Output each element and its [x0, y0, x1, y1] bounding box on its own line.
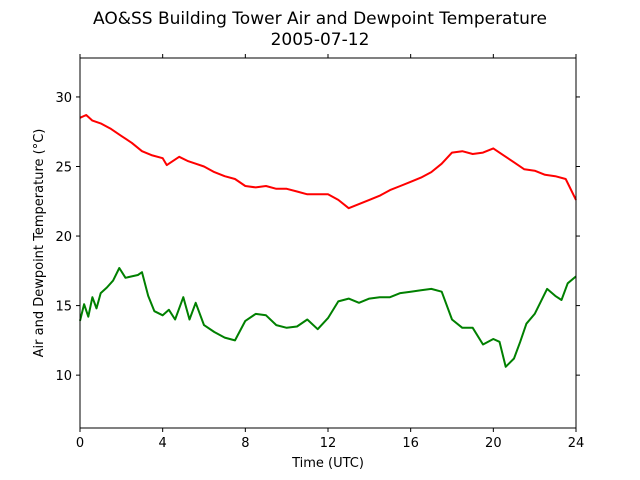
y-axis-label: Air and Dewpoint Temperature (°C) [32, 129, 47, 358]
y-tick-label: 15 [55, 300, 72, 315]
plot-area [79, 114, 577, 368]
dewpoint-temperature-line [79, 267, 577, 368]
x-axis-ticks: 0 4 8 12 16 20 24 [76, 54, 584, 451]
y-tick-label: 10 [55, 369, 72, 384]
x-axis-label: Time (UTC) [291, 456, 364, 471]
x-tick-label: 24 [568, 436, 585, 451]
y-tick-label: 30 [55, 91, 72, 106]
x-tick-label: 12 [320, 436, 337, 451]
x-tick-label: 20 [485, 436, 502, 451]
x-tick-label: 4 [159, 436, 167, 451]
x-tick-label: 0 [76, 436, 84, 451]
chart-title: AO&SS Building Tower Air and Dewpoint Te… [93, 9, 547, 29]
x-tick-label: 16 [402, 436, 419, 451]
chart-subtitle: 2005-07-12 [271, 30, 370, 50]
x-tick-label: 8 [241, 436, 249, 451]
y-axis-ticks: 10 15 20 25 30 [55, 91, 580, 384]
air-temperature-line [79, 114, 577, 210]
y-tick-label: 20 [55, 230, 72, 245]
y-tick-label: 25 [55, 160, 72, 175]
